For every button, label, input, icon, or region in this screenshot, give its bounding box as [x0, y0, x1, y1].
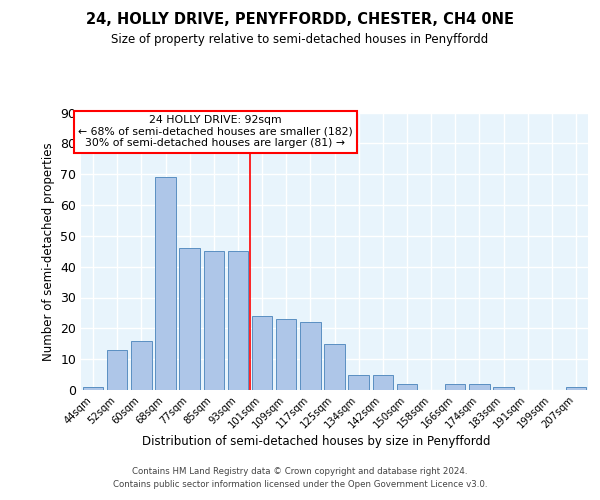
- Bar: [300, 322, 320, 390]
- Bar: [203, 251, 224, 390]
- Bar: [469, 384, 490, 390]
- Bar: [227, 251, 248, 390]
- Text: 24, HOLLY DRIVE, PENYFFORDD, CHESTER, CH4 0NE: 24, HOLLY DRIVE, PENYFFORDD, CHESTER, CH…: [86, 12, 514, 28]
- Bar: [252, 316, 272, 390]
- Bar: [566, 387, 586, 390]
- Bar: [397, 384, 417, 390]
- Bar: [179, 248, 200, 390]
- Text: Size of property relative to semi-detached houses in Penyffordd: Size of property relative to semi-detach…: [112, 32, 488, 46]
- Bar: [349, 374, 369, 390]
- Text: Contains HM Land Registry data © Crown copyright and database right 2024.
Contai: Contains HM Land Registry data © Crown c…: [113, 468, 487, 489]
- Bar: [493, 387, 514, 390]
- Bar: [107, 350, 127, 390]
- Y-axis label: Number of semi-detached properties: Number of semi-detached properties: [41, 142, 55, 360]
- Bar: [276, 319, 296, 390]
- Bar: [83, 387, 103, 390]
- Bar: [373, 374, 393, 390]
- Bar: [131, 340, 152, 390]
- Text: Distribution of semi-detached houses by size in Penyffordd: Distribution of semi-detached houses by …: [142, 435, 491, 448]
- Bar: [155, 178, 176, 390]
- Bar: [445, 384, 466, 390]
- Bar: [324, 344, 345, 390]
- Text: 24 HOLLY DRIVE: 92sqm
← 68% of semi-detached houses are smaller (182)
30% of sem: 24 HOLLY DRIVE: 92sqm ← 68% of semi-deta…: [78, 116, 353, 148]
